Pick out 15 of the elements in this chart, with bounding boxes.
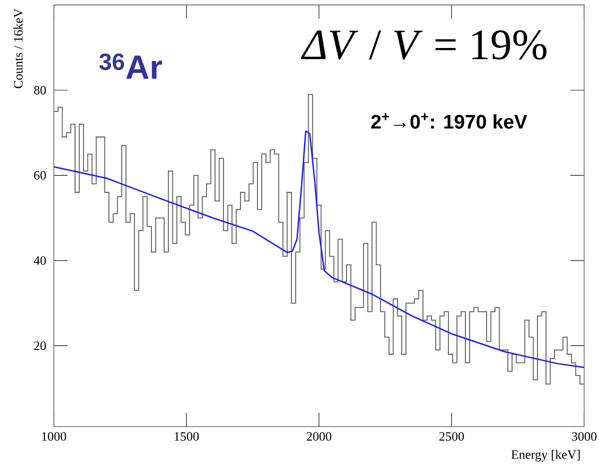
x-tick-label: 3000 — [572, 432, 596, 441]
annotation: ΔV / V = 19% — [300, 30, 546, 60]
x-tick-label: 2500 — [439, 432, 464, 441]
y-tick-label: 60 — [34, 170, 46, 180]
annotation: 2$^{+}$→0$^{+}$: 1970 keV — [371, 113, 528, 129]
y-tick-label: 40 — [34, 256, 46, 265]
y-axis-title: Counts / 16keV — [14, 8, 23, 88]
x-tick-label: 1000 — [42, 432, 66, 441]
y-tick-label: 80 — [34, 86, 46, 94]
x-axis-title: Energy [keV] — [511, 450, 580, 462]
x-tick-label: 1500 — [174, 432, 199, 441]
line-series — [54, 130, 584, 368]
y-tick-label: 20 — [34, 341, 46, 350]
annotation: $^{36}$Ar — [99, 53, 162, 79]
x-tick-label: 2000 — [306, 432, 332, 441]
